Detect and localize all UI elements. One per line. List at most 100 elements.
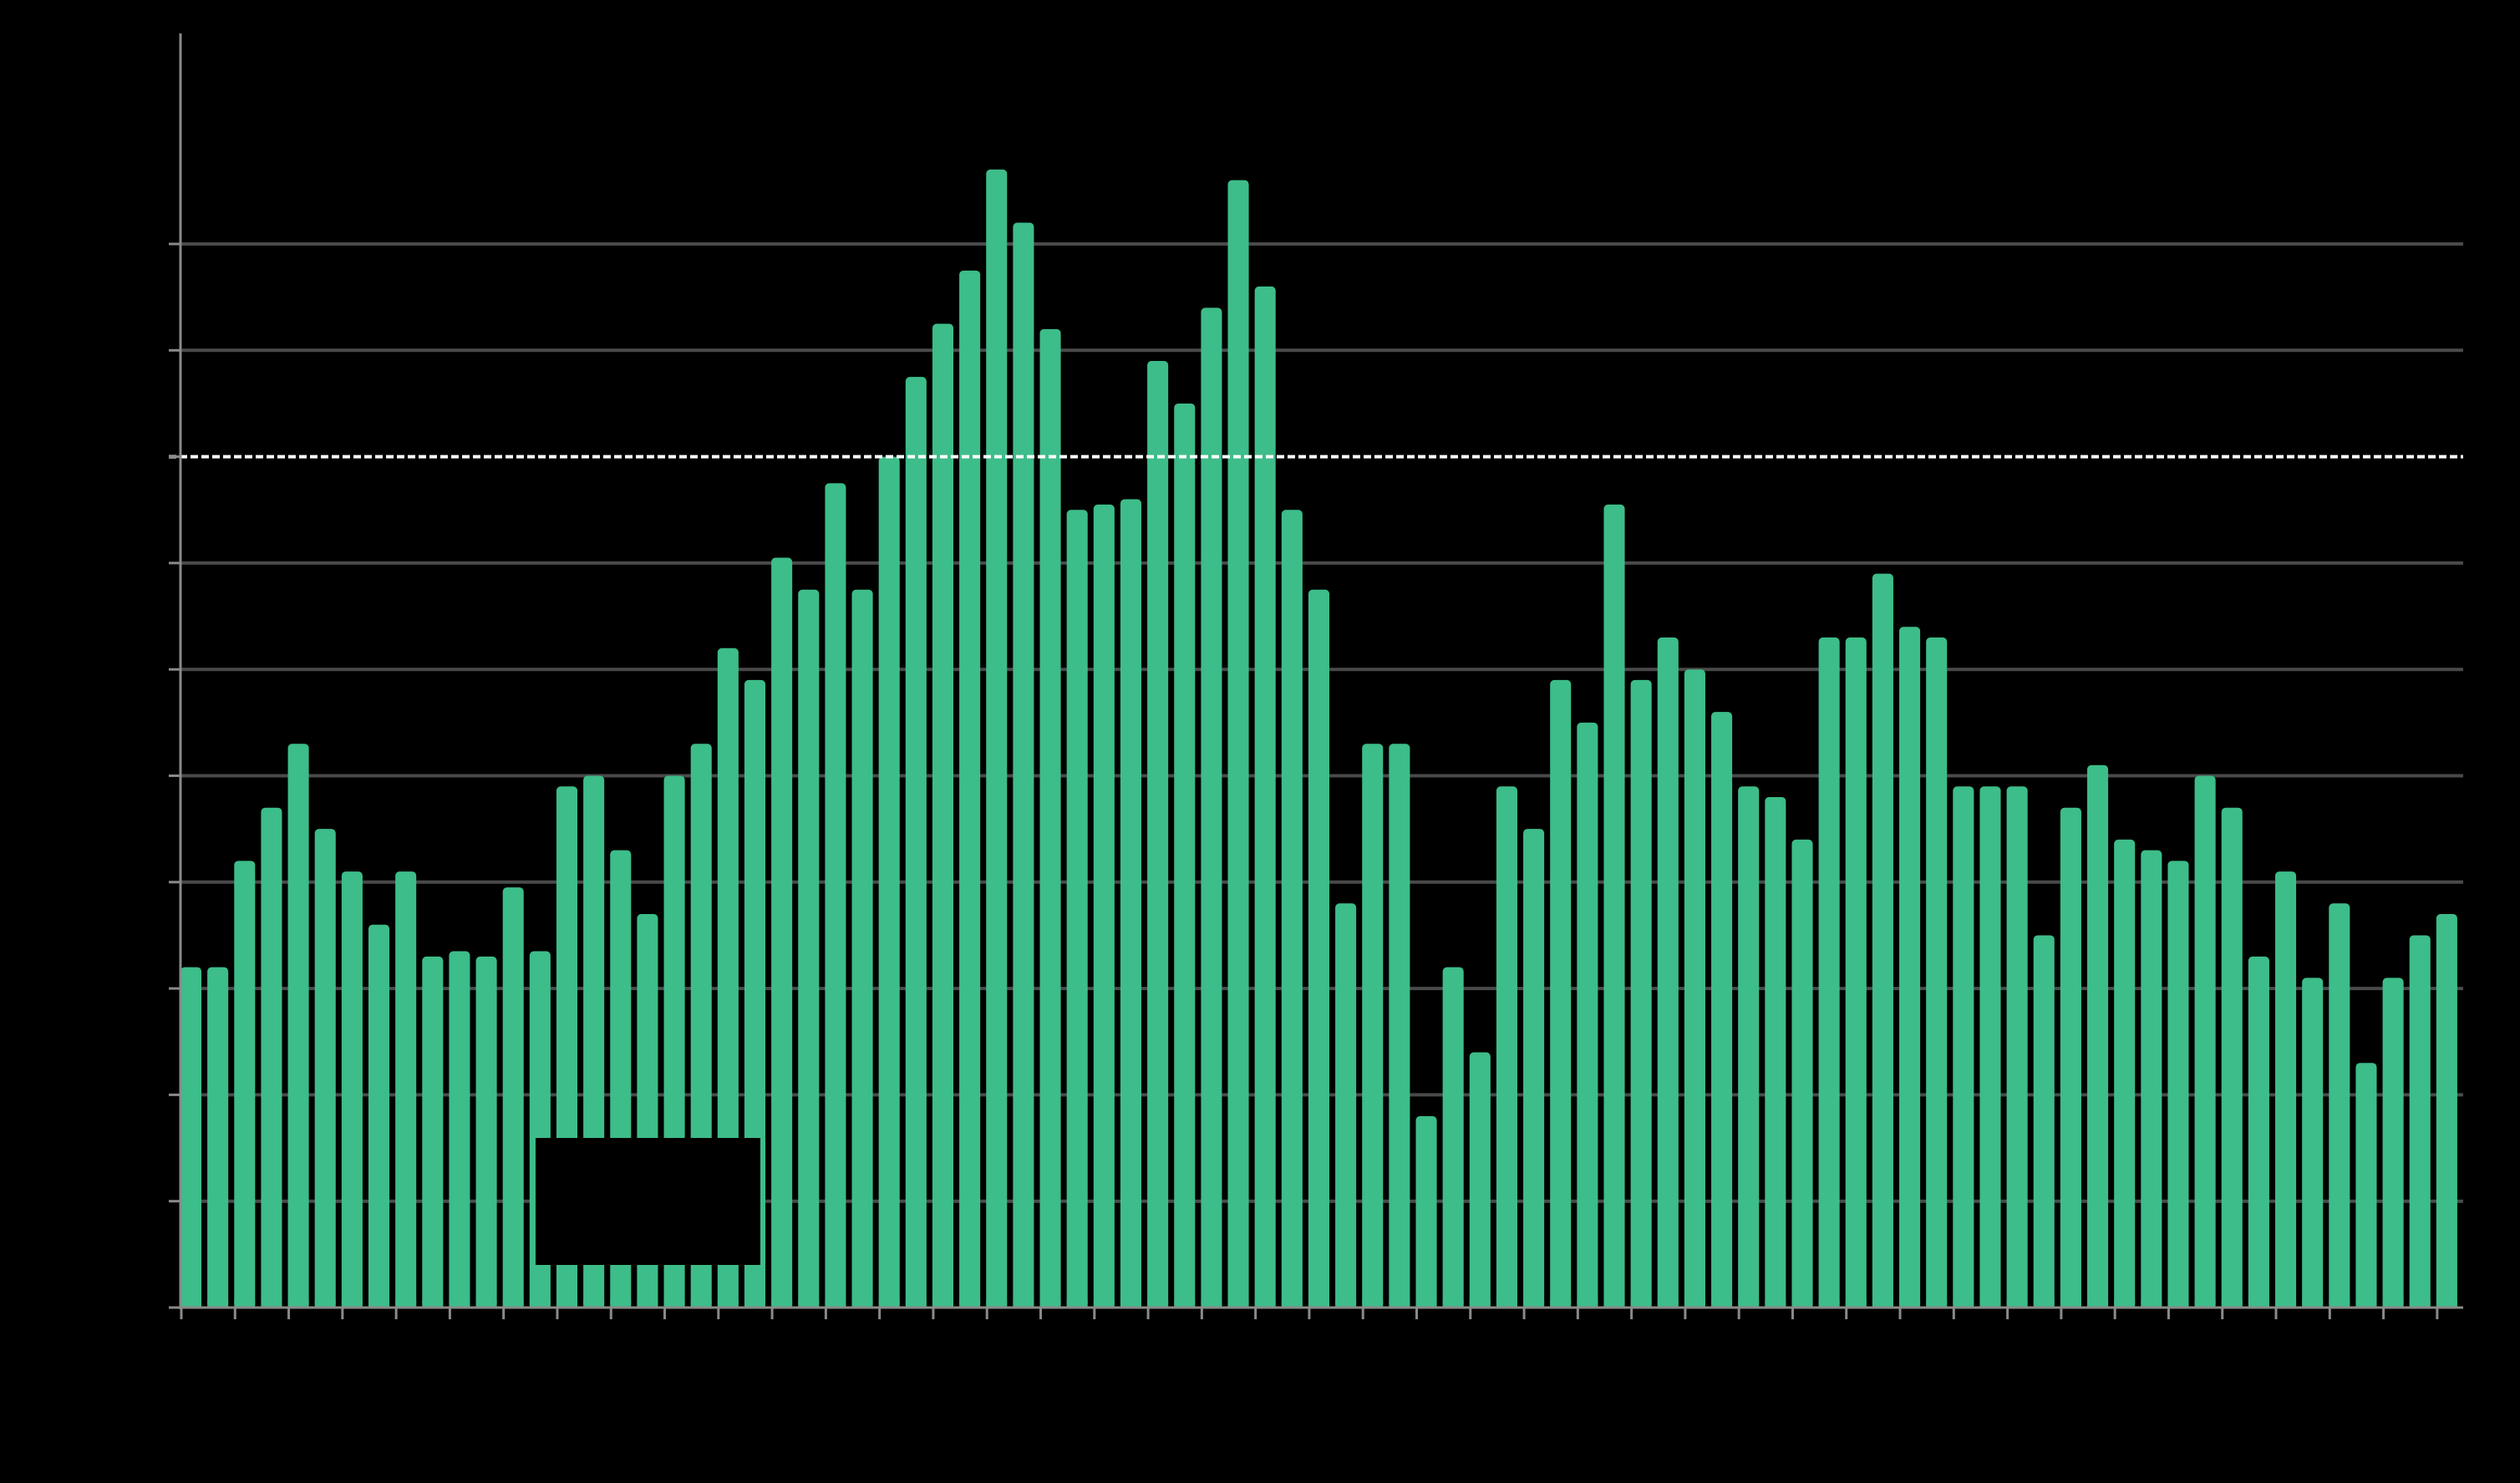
bar: [368, 924, 390, 1308]
bar: [878, 456, 900, 1308]
bar: [1362, 744, 1384, 1308]
bar-base: [502, 1301, 524, 1308]
bar: [1201, 307, 1222, 1308]
bar: [1872, 573, 1893, 1308]
bar-base: [1308, 1301, 1329, 1308]
bar: [1953, 786, 1974, 1308]
bar-base: [2248, 1301, 2269, 1308]
bar: [1442, 967, 1464, 1308]
legend-box: [536, 1138, 760, 1265]
bar-base: [932, 1301, 954, 1308]
bars: [180, 169, 2457, 1308]
bar: [449, 951, 470, 1308]
bar: [2006, 786, 2028, 1308]
bar-base: [1577, 1301, 1598, 1308]
bar-base: [2275, 1301, 2297, 1308]
bar: [2033, 935, 2055, 1308]
bar-base: [1281, 1301, 1303, 1308]
bar-base: [2221, 1301, 2243, 1308]
bar: [422, 956, 444, 1308]
bar-base: [1147, 1301, 1169, 1308]
bar: [2248, 956, 2269, 1308]
bar: [2275, 871, 2297, 1308]
bar-base: [2194, 1301, 2216, 1308]
bar-base: [825, 1301, 846, 1308]
bar-base: [1362, 1301, 1384, 1308]
bar: [1093, 504, 1115, 1308]
bar-base: [1872, 1301, 1893, 1308]
bar-base: [1657, 1301, 1679, 1308]
bar-base: [771, 1301, 793, 1308]
bar-base: [1415, 1301, 1437, 1308]
bar-base: [207, 1301, 229, 1308]
bar-base: [2033, 1301, 2055, 1308]
bar: [1711, 712, 1733, 1308]
bar-base: [583, 1301, 605, 1308]
bar: [2382, 978, 2404, 1308]
bar: [1765, 796, 1786, 1308]
bar-base: [1550, 1301, 1572, 1308]
bar-base: [1496, 1301, 1517, 1308]
bar-base: [1335, 1301, 1357, 1308]
bar-base: [1254, 1301, 1276, 1308]
bar: [475, 956, 497, 1308]
bar-base: [878, 1301, 900, 1308]
bar: [2060, 807, 2081, 1308]
bar-base: [234, 1301, 256, 1308]
bar-base: [1603, 1301, 1625, 1308]
bar: [1979, 786, 2001, 1308]
bar-base: [717, 1301, 739, 1308]
bar: [932, 323, 954, 1308]
bar-base: [2329, 1301, 2350, 1308]
bar: [2436, 913, 2457, 1308]
axes: [169, 33, 2463, 1319]
bar-base: [2409, 1301, 2431, 1308]
bar-base: [1469, 1301, 1491, 1308]
bar-base: [261, 1301, 282, 1308]
bar-base: [1174, 1301, 1196, 1308]
bar: [1469, 1052, 1491, 1308]
bar-base: [2167, 1301, 2189, 1308]
bar-base: [1013, 1301, 1034, 1308]
bar: [207, 967, 229, 1308]
bar-base: [1389, 1301, 1410, 1308]
bar-base: [1684, 1301, 1705, 1308]
bar-base: [395, 1301, 417, 1308]
bar-base: [1523, 1301, 1545, 1308]
bar: [825, 483, 846, 1308]
bar-base: [1711, 1301, 1733, 1308]
bar-base: [341, 1301, 363, 1308]
bar: [1684, 669, 1705, 1308]
bar: [771, 557, 793, 1308]
bar: [1523, 829, 1545, 1308]
bar-base: [2436, 1301, 2457, 1308]
bar-base: [744, 1301, 766, 1308]
bar: [1550, 679, 1572, 1308]
bar: [1926, 637, 1948, 1308]
bar-base: [2355, 1301, 2377, 1308]
bar-base: [1791, 1301, 1813, 1308]
bar: [1603, 504, 1625, 1308]
bar: [798, 589, 820, 1308]
bar-base: [610, 1301, 632, 1308]
bar: [1389, 744, 1410, 1308]
bar: [1630, 679, 1652, 1308]
bar: [1227, 180, 1249, 1308]
bar-base: [2302, 1301, 2324, 1308]
bar: [2302, 978, 2324, 1308]
bar-base: [1093, 1301, 1115, 1308]
bar-base: [959, 1301, 981, 1308]
bar-base: [2087, 1301, 2109, 1308]
bar-base: [1120, 1301, 1142, 1308]
bar: [1308, 589, 1329, 1308]
bar-base: [1845, 1301, 1867, 1308]
bar: [1174, 403, 1196, 1308]
bar-base: [314, 1301, 336, 1308]
bar-base: [1630, 1301, 1652, 1308]
bar-base: [851, 1301, 873, 1308]
bar-base: [637, 1301, 658, 1308]
bar: [1845, 637, 1867, 1308]
bar: [395, 871, 417, 1308]
bar: [905, 377, 927, 1308]
